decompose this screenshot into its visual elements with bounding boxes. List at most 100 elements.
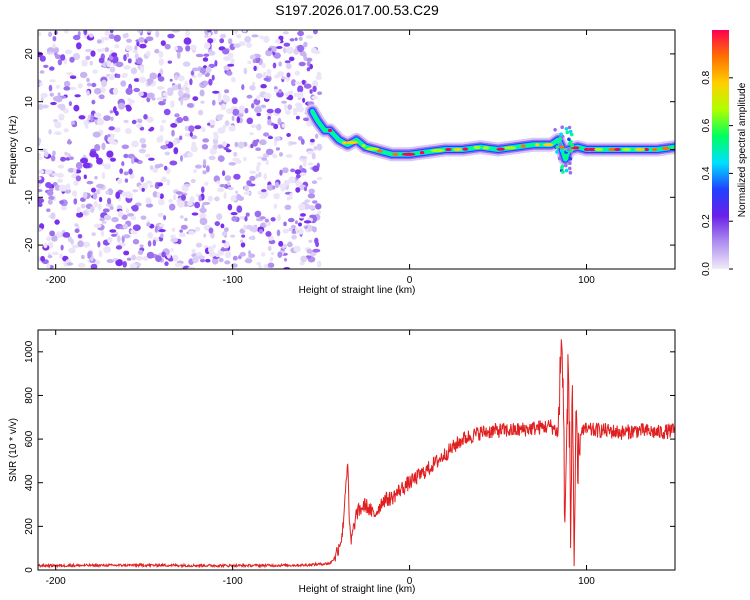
noise-speckle — [246, 42, 253, 48]
noise-speckle — [251, 225, 258, 233]
noise-speckle — [96, 118, 105, 126]
noise-speckle — [89, 206, 95, 213]
noise-speckle — [266, 184, 274, 191]
noise-speckle — [202, 213, 207, 218]
noise-speckle — [283, 221, 287, 227]
noise-speckle — [288, 176, 296, 184]
noise-speckle — [291, 79, 296, 87]
noise-speckle — [293, 245, 301, 253]
noise-speckle — [208, 155, 216, 161]
noise-speckle — [188, 230, 195, 235]
figure-title: S197.2026.017.00.53.C29 — [275, 2, 439, 18]
noise-speckle — [195, 164, 202, 169]
noise-speckle — [160, 233, 164, 238]
noise-speckle — [316, 143, 323, 151]
noise-speckle — [312, 85, 317, 93]
noise-speckle — [97, 241, 101, 248]
noise-speckle — [296, 104, 303, 111]
signal-disturbance — [568, 170, 573, 175]
noise-speckle — [130, 215, 137, 221]
noise-speckle — [38, 138, 41, 146]
noise-speckle — [295, 220, 298, 225]
noise-speckle — [236, 205, 243, 213]
noise-speckle — [139, 137, 146, 144]
snr-frame — [37, 329, 676, 571]
signal-disturbance — [567, 147, 571, 152]
signal-hotspot — [614, 147, 621, 152]
noise-speckle — [103, 163, 112, 170]
noise-speckle — [217, 92, 222, 100]
noise-speckle — [239, 252, 246, 257]
noise-speckle — [180, 224, 188, 230]
noise-speckle — [74, 228, 80, 233]
noise-speckle — [43, 151, 49, 158]
signal-hotspot — [496, 147, 505, 151]
noise-speckle — [236, 116, 241, 124]
noise-speckle — [155, 30, 160, 38]
noise-speckle — [73, 198, 78, 205]
noise-speckle — [107, 236, 113, 244]
noise-speckle — [256, 123, 262, 131]
noise-speckle — [170, 248, 174, 252]
noise-speckle — [218, 257, 224, 263]
noise-speckle — [44, 169, 53, 175]
noise-speckle — [274, 108, 282, 114]
noise-speckle — [106, 60, 112, 68]
noise-speckle — [275, 38, 281, 44]
noise-speckle — [158, 50, 164, 58]
noise-speckle — [190, 178, 196, 184]
noise-speckle — [155, 254, 162, 263]
noise-speckle — [297, 85, 304, 93]
noise-speckle — [281, 76, 287, 80]
signal-hotspot — [342, 141, 347, 145]
noise-speckle — [57, 59, 63, 66]
signal-hotspot — [361, 144, 366, 148]
noise-speckle — [220, 33, 226, 39]
signal-hotspot — [608, 147, 616, 152]
noise-speckle — [286, 72, 291, 78]
noise-speckle — [201, 127, 206, 133]
noise-speckle — [46, 51, 54, 55]
noise-speckle — [58, 113, 65, 121]
noise-speckle — [133, 87, 140, 93]
noise-speckle — [287, 90, 294, 95]
snr-x-label: Height of straight line (km) — [299, 584, 416, 595]
noise-speckle — [295, 187, 301, 193]
noise-speckle — [306, 67, 311, 72]
noise-speckle — [140, 215, 147, 220]
noise-speckle — [216, 213, 223, 221]
noise-speckle — [223, 94, 228, 99]
noise-speckle — [137, 118, 143, 124]
noise-speckle — [38, 176, 42, 181]
noise-speckle — [307, 162, 314, 166]
noise-speckle — [190, 70, 195, 76]
noise-speckle — [77, 240, 84, 248]
signal-hotspot — [535, 143, 540, 147]
noise-speckle — [180, 194, 186, 201]
noise-speckle — [146, 116, 154, 123]
signal-disturbance — [558, 137, 562, 141]
noise-speckle — [227, 52, 234, 58]
noise-speckle — [159, 223, 165, 227]
noise-speckle — [267, 70, 271, 77]
noise-speckle — [310, 138, 315, 143]
noise-speckle — [301, 79, 306, 85]
noise-speckle — [297, 136, 303, 141]
noise-speckle — [38, 227, 43, 232]
noise-speckle — [149, 165, 154, 171]
noise-speckle — [149, 72, 158, 80]
noise-speckle — [109, 229, 117, 233]
noise-speckle — [236, 193, 242, 200]
noise-speckle — [129, 263, 138, 269]
noise-speckle — [208, 227, 214, 234]
noise-speckle — [261, 252, 266, 257]
noise-speckle — [125, 45, 133, 52]
noise-speckle — [148, 157, 155, 161]
spectrogram-y-label: Frequency (Hz) — [8, 116, 19, 185]
noise-speckle — [60, 156, 66, 162]
noise-speckle — [59, 103, 66, 111]
noise-speckle — [43, 242, 48, 249]
noise-speckle — [66, 72, 73, 76]
noise-speckle — [305, 35, 313, 39]
noise-speckle — [107, 197, 112, 205]
